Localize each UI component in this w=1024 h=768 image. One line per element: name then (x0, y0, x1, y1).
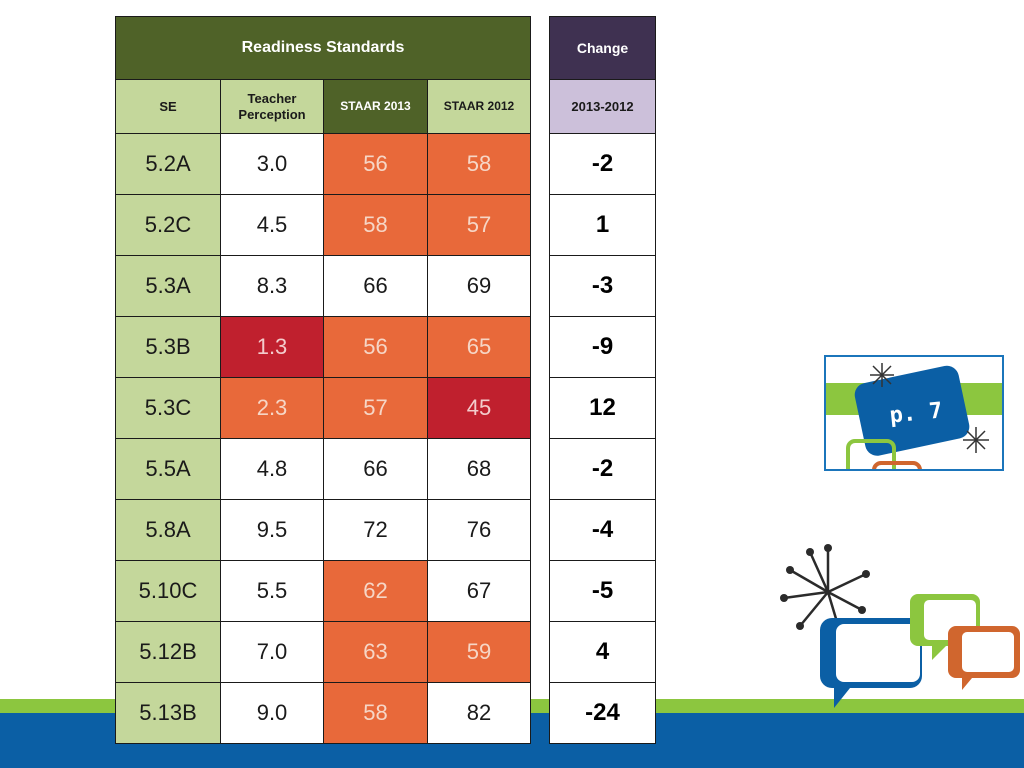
staar-2012-cell: 58 (427, 133, 531, 195)
staar-2012-cell: 65 (427, 316, 531, 378)
table-row: 5.12B 7.0 63 59 (115, 621, 531, 683)
col-header-se: SE (115, 79, 221, 134)
staar-2013-cell: 62 (323, 560, 428, 622)
change-value-cell: 1 (549, 194, 656, 256)
table-row: 4 (549, 621, 656, 683)
se-cell: 5.10C (115, 560, 221, 622)
se-cell: 5.12B (115, 621, 221, 683)
se-cell: 5.8A (115, 499, 221, 561)
staar-2012-cell: 76 (427, 499, 531, 561)
table-title: Readiness Standards (115, 16, 531, 80)
table-row: 5.3A 8.3 66 69 (115, 255, 531, 317)
change-value-cell: -4 (549, 499, 656, 561)
table-row: 5.3C 2.3 57 45 (115, 377, 531, 439)
staar-2012-cell: 67 (427, 560, 531, 622)
table-row: 5.10C 5.5 62 67 (115, 560, 531, 622)
staar-2013-cell: 63 (323, 621, 428, 683)
change-value-cell: -9 (549, 316, 656, 378)
table-row: -2 (549, 133, 656, 195)
teacher-perception-cell: 7.0 (220, 621, 324, 683)
se-cell: 5.2A (115, 133, 221, 195)
se-cell: 5.3A (115, 255, 221, 317)
table-row: 12 (549, 377, 656, 439)
col-header-staar-2013: STAAR 2013 (323, 79, 428, 134)
se-cell: 5.5A (115, 438, 221, 500)
teacher-perception-cell: 4.8 (220, 438, 324, 500)
table-row: 5.3B 1.3 56 65 (115, 316, 531, 378)
staar-2013-cell: 66 (323, 438, 428, 500)
staar-2013-cell: 72 (323, 499, 428, 561)
table-row: -3 (549, 255, 656, 317)
se-cell: 5.2C (115, 194, 221, 256)
se-cell: 5.3C (115, 377, 221, 439)
change-value-cell: -5 (549, 560, 656, 622)
staar-2012-cell: 59 (427, 621, 531, 683)
staar-2013-cell: 57 (323, 377, 428, 439)
table-row: 5.8A 9.5 72 76 (115, 499, 531, 561)
change-title: Change (549, 16, 656, 80)
table-row: -9 (549, 316, 656, 378)
change-value-cell: 4 (549, 621, 656, 683)
table-row: -4 (549, 499, 656, 561)
page-reference-badge: p. 7 (824, 355, 1004, 471)
change-value-cell: -2 (549, 438, 656, 500)
staar-2013-cell: 58 (323, 682, 428, 744)
change-value-cell: 12 (549, 377, 656, 439)
se-cell: 5.3B (115, 316, 221, 378)
readiness-standards-table: Readiness Standards SE Teacher Perceptio… (115, 16, 531, 744)
staar-2012-cell: 82 (427, 682, 531, 744)
table-row: -5 (549, 560, 656, 622)
se-cell: 5.13B (115, 682, 221, 744)
teacher-perception-cell: 4.5 (220, 194, 324, 256)
staar-2012-cell: 68 (427, 438, 531, 500)
table-row: -24 (549, 682, 656, 744)
staar-2012-cell: 57 (427, 194, 531, 256)
teacher-perception-cell: 9.0 (220, 682, 324, 744)
staar-2013-cell: 56 (323, 316, 428, 378)
staar-2013-cell: 66 (323, 255, 428, 317)
table-row: -2 (549, 438, 656, 500)
staar-2013-cell: 58 (323, 194, 428, 256)
table-row: 5.5A 4.8 66 68 (115, 438, 531, 500)
staar-2012-cell: 69 (427, 255, 531, 317)
teacher-perception-cell: 9.5 (220, 499, 324, 561)
staar-2013-cell: 56 (323, 133, 428, 195)
col-header-teacher-perception: Teacher Perception (220, 79, 324, 134)
speech-bubbles-icon (826, 363, 1002, 469)
teacher-perception-cell: 3.0 (220, 133, 324, 195)
table-row: 1 (549, 194, 656, 256)
speech-bubbles-decoration-icon (780, 544, 1020, 708)
change-value-cell: -24 (549, 682, 656, 744)
table-row: 5.2A 3.0 56 58 (115, 133, 531, 195)
table-row: 5.13B 9.0 58 82 (115, 682, 531, 744)
change-value-cell: -2 (549, 133, 656, 195)
staar-2012-cell: 45 (427, 377, 531, 439)
teacher-perception-cell: 2.3 (220, 377, 324, 439)
teacher-perception-cell: 8.3 (220, 255, 324, 317)
teacher-perception-cell: 5.5 (220, 560, 324, 622)
teacher-perception-cell: 1.3 (220, 316, 324, 378)
col-header-staar-2012: STAAR 2012 (427, 79, 531, 134)
change-subheader: 2013-2012 (549, 79, 656, 134)
change-value-cell: -3 (549, 255, 656, 317)
change-table: Change 2013-2012 -2 1 -3 -9 12 -2 -4 -5 4 -24 (549, 16, 656, 744)
table-row: 5.2C 4.5 58 57 (115, 194, 531, 256)
